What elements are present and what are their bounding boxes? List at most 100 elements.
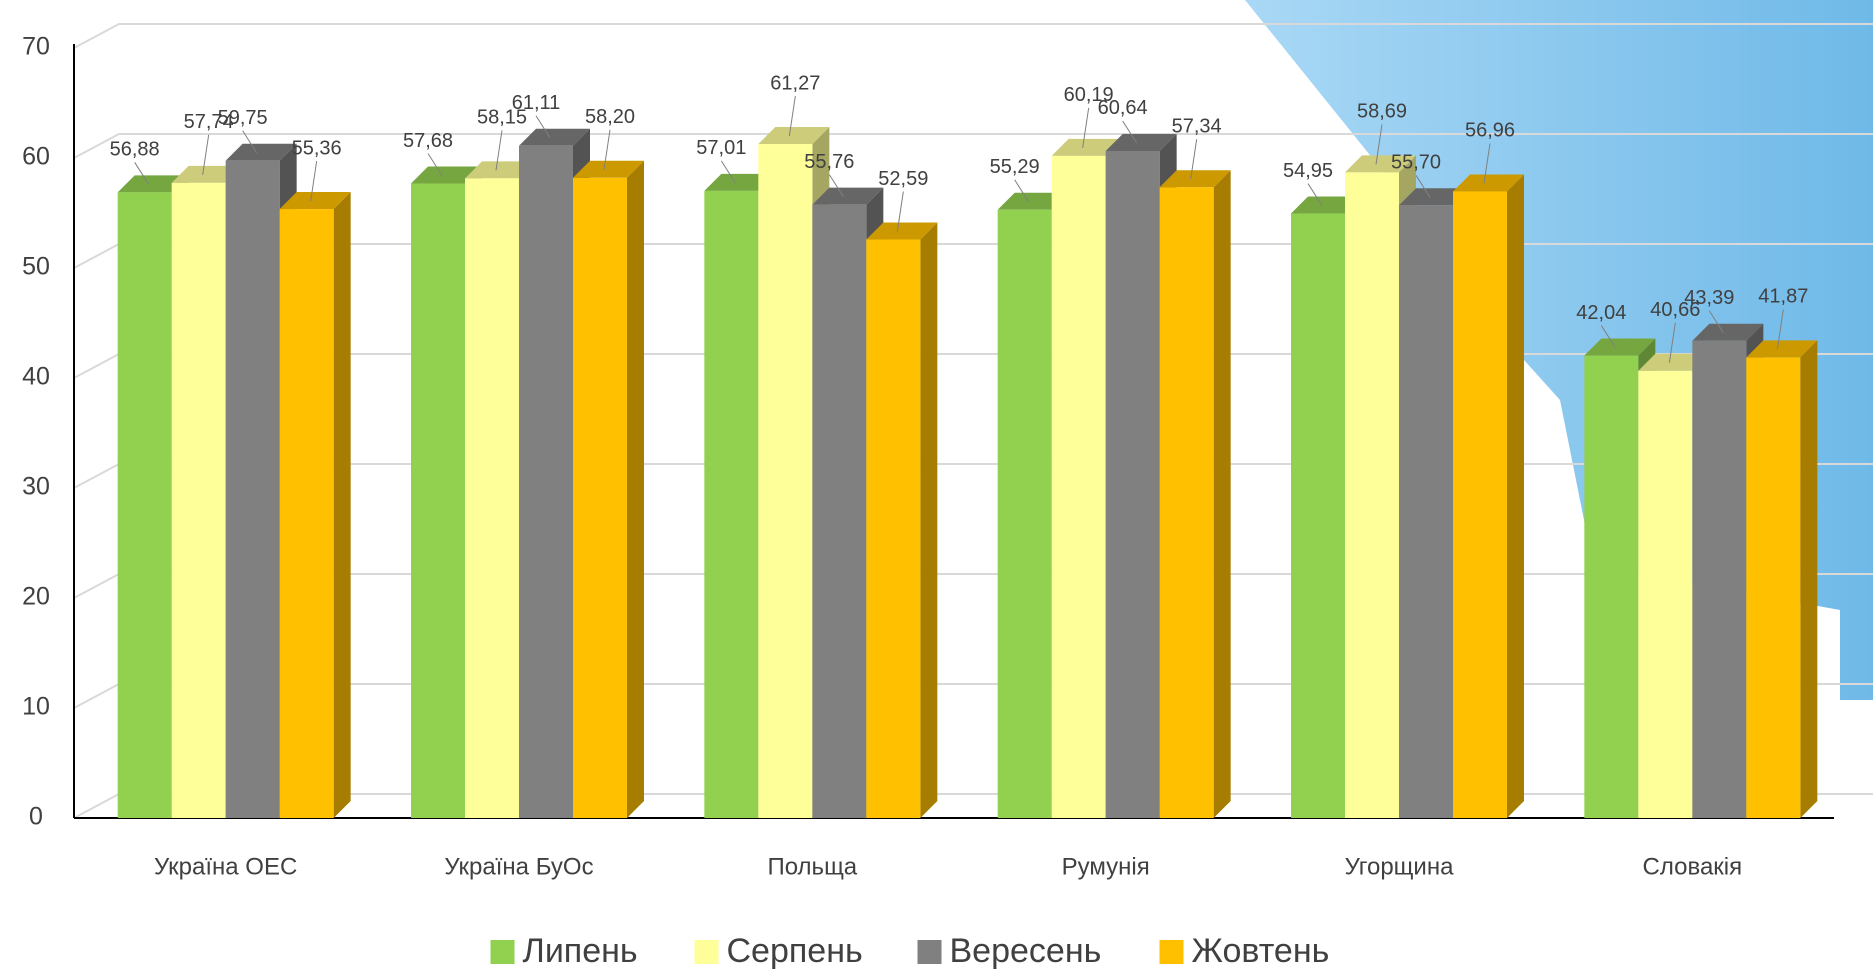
bar-front <box>1291 213 1345 819</box>
bar-top <box>573 160 644 178</box>
bar-top <box>1746 340 1818 358</box>
bar-side <box>627 160 644 819</box>
leader-line <box>1415 175 1431 198</box>
bar-top <box>1453 174 1524 192</box>
legend-swatch <box>490 940 515 964</box>
value-label: 57,01 <box>696 137 746 159</box>
grid-line <box>73 133 1873 159</box>
bar-top <box>117 175 189 193</box>
x-tick-label: Польща <box>767 853 857 880</box>
leader-line <box>1014 179 1030 203</box>
value-label: 60,64 <box>1098 97 1148 119</box>
bar-front <box>1692 340 1747 818</box>
bar-top <box>704 173 776 191</box>
bar <box>1159 170 1231 818</box>
value-label: 58,20 <box>585 106 635 128</box>
bar-front <box>1159 187 1214 818</box>
y-tick-label: 70 <box>22 33 50 61</box>
value-label: 56,96 <box>1465 120 1515 142</box>
value-label: 57,74 <box>184 111 234 133</box>
bar-top <box>1051 138 1123 156</box>
value-label: 55,70 <box>1391 152 1441 174</box>
bar-front <box>812 204 867 818</box>
bar-front <box>758 144 813 818</box>
leader-line <box>788 95 796 137</box>
bar-front <box>997 209 1052 818</box>
value-label: 42,04 <box>1576 302 1626 324</box>
value-label: 55,29 <box>990 156 1040 178</box>
bar-front <box>1345 172 1399 818</box>
x-tick-label: Словакія <box>1643 853 1743 880</box>
leader-line <box>1307 183 1323 206</box>
leader-line <box>535 115 551 139</box>
bar-front <box>411 183 465 818</box>
y-tick-label: 40 <box>22 363 50 391</box>
bar-top <box>1399 188 1470 206</box>
value-label: 52,59 <box>878 168 928 190</box>
x-tick-label: Угорщина <box>1345 853 1454 880</box>
x-tick-label: Україна ОЕС <box>154 853 297 880</box>
bar-top <box>411 166 482 184</box>
leader-line <box>1483 143 1491 184</box>
legend-swatch <box>917 940 942 964</box>
bar-front <box>866 239 921 818</box>
legend-label: Вересень <box>950 932 1102 970</box>
bar-top <box>1638 353 1710 371</box>
y-tick-label: 20 <box>22 583 50 611</box>
legend-swatch <box>694 940 719 964</box>
bar-top <box>997 192 1069 210</box>
value-label: 59,75 <box>218 107 268 129</box>
grid-line <box>73 23 1873 49</box>
leader-line <box>1082 107 1090 148</box>
y-tick-label: 10 <box>22 693 50 721</box>
bar-top <box>279 192 351 210</box>
bar-top <box>1105 133 1177 151</box>
bar-front <box>117 192 172 818</box>
value-label: 54,95 <box>1283 160 1333 182</box>
leader-line <box>427 153 443 176</box>
leader-line <box>1122 120 1138 144</box>
bar-front <box>1638 370 1693 818</box>
bar-front <box>1746 357 1801 818</box>
leader-line <box>202 134 210 175</box>
value-label: 55,36 <box>292 137 342 159</box>
y-tick-label: 0 <box>29 803 43 831</box>
leader-line <box>495 130 503 171</box>
bar-top <box>225 143 297 161</box>
bar-front <box>225 160 280 818</box>
leader-line <box>1776 309 1784 350</box>
y-tick-label: 60 <box>22 143 50 171</box>
value-label: 58,15 <box>477 107 527 129</box>
bar-top <box>866 222 938 240</box>
bar-top <box>812 187 884 205</box>
bar-front <box>465 178 519 819</box>
leader-line <box>603 129 611 170</box>
y-tick-label: 30 <box>22 473 50 501</box>
value-label: 61,27 <box>770 72 820 94</box>
value-label: 56,88 <box>110 139 160 161</box>
bar-top <box>1291 196 1362 214</box>
bar-front <box>1399 205 1453 819</box>
leader-line <box>720 160 736 184</box>
bar-side <box>920 222 938 818</box>
bar-front <box>519 145 573 819</box>
bar <box>573 160 644 819</box>
value-label: 57,68 <box>403 130 453 152</box>
leader-line <box>1190 139 1198 180</box>
leader-line <box>828 174 844 197</box>
bar-top <box>758 127 830 145</box>
bar <box>1746 340 1818 818</box>
leader-line <box>1708 310 1724 333</box>
leader-line <box>896 191 904 232</box>
bar-side <box>1507 174 1524 818</box>
leader-line <box>1668 322 1676 363</box>
legend-label: Жовтень <box>1192 932 1330 970</box>
value-label: 57,34 <box>1172 116 1222 138</box>
legend-label: Липень <box>523 932 638 970</box>
bar-front <box>1453 191 1507 818</box>
bar-top <box>1584 338 1656 356</box>
value-label: 43,39 <box>1684 287 1734 309</box>
bar-top <box>1159 170 1231 188</box>
bar-top <box>171 165 243 183</box>
